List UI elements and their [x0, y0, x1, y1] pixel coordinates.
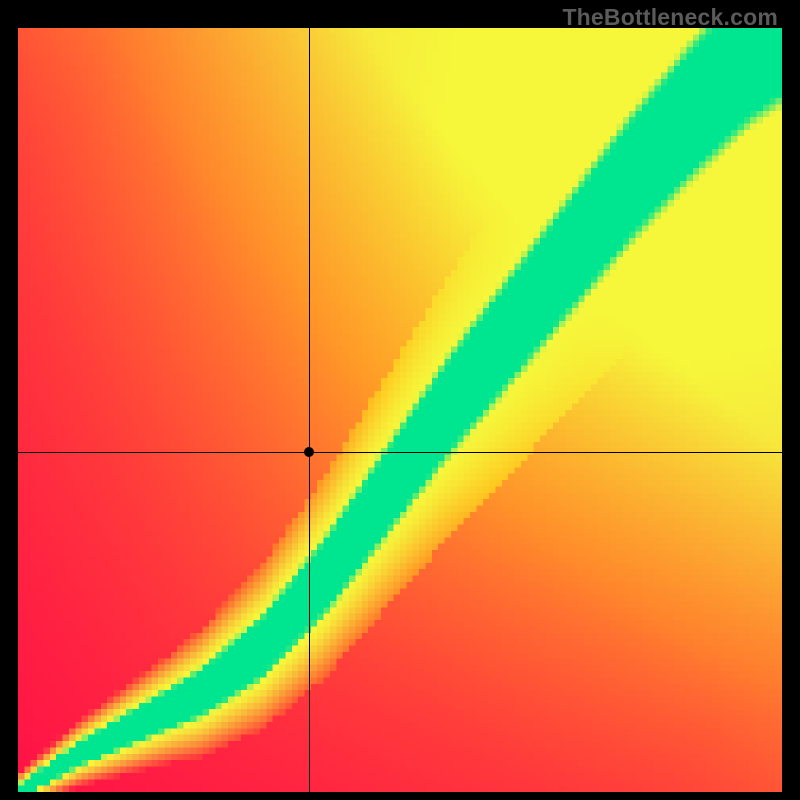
crosshair-marker	[304, 447, 314, 457]
crosshair-vertical	[309, 28, 310, 792]
watermark-text: TheBottleneck.com	[562, 4, 778, 31]
plot-area	[18, 28, 782, 792]
frame: TheBottleneck.com	[0, 0, 800, 800]
crosshair-horizontal	[18, 452, 782, 453]
heatmap-canvas	[18, 28, 782, 792]
